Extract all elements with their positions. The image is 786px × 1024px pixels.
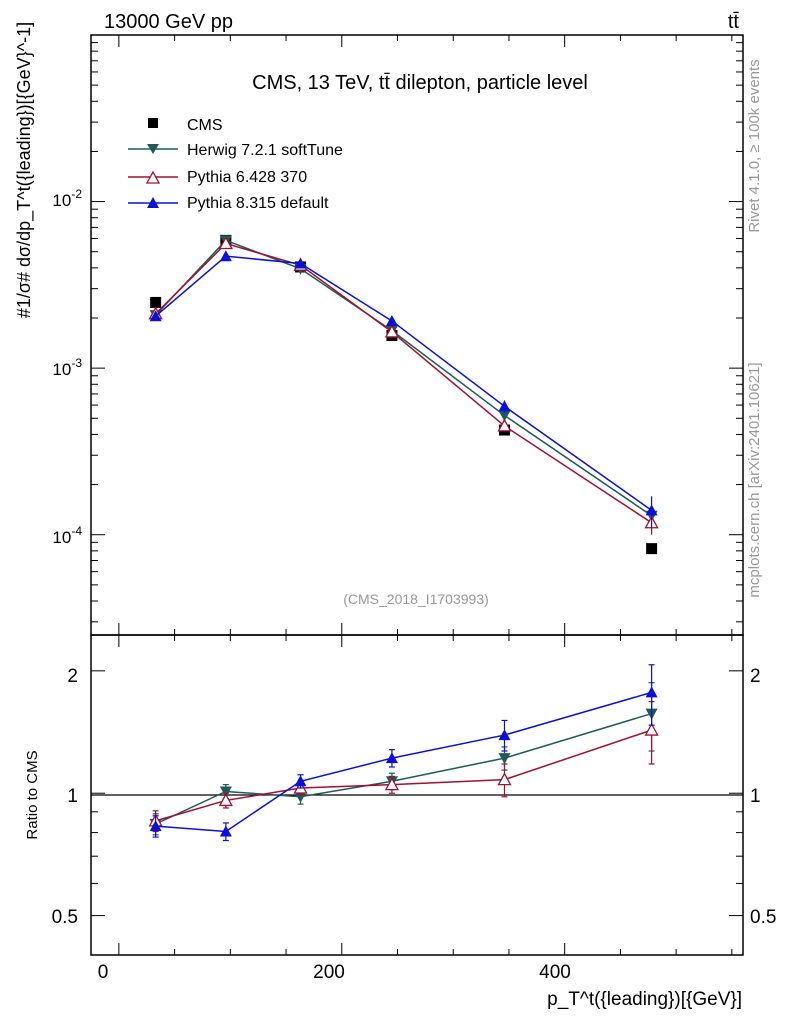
main-title: CMS, 13 TeV, tt̄ dilepton, particle leve… <box>252 72 588 94</box>
ratio-point-pythia8 <box>645 686 658 698</box>
ratio-y-axis-label: Ratio to CMS <box>24 750 41 839</box>
ratio-line-herwig <box>155 712 652 825</box>
ratio-tick-2-right: 2 <box>750 666 761 687</box>
ratio-point-herwig <box>219 786 232 798</box>
main-point-pythia6 <box>218 236 233 250</box>
main-point-herwig <box>498 410 511 422</box>
main-point-pythia8 <box>149 310 162 322</box>
ratio-point-pythia6 <box>384 777 400 791</box>
ratio-point-pythia8 <box>294 775 307 787</box>
main-point-cms <box>646 543 658 555</box>
ratio-point-pythia8 <box>219 825 232 837</box>
legend-marker-cms <box>148 118 158 128</box>
process-label: tt̄ <box>728 11 740 33</box>
ratio-point-pythia8 <box>498 729 511 741</box>
main-data-marks <box>148 234 659 555</box>
ratio-point-pythia6 <box>497 772 512 786</box>
legend-label-herwig: Herwig 7.2.1 softTune <box>187 142 343 159</box>
ratio-tick-1-left: 1 <box>67 786 78 807</box>
x-tick-label-400: 400 <box>539 962 571 983</box>
ratio-point-pythia6 <box>644 722 659 736</box>
main-series-pythia8 <box>149 250 658 528</box>
main-y-ticks <box>91 34 743 623</box>
ratio-tick-2-left: 2 <box>67 666 78 687</box>
main-point-pythia8 <box>498 400 511 412</box>
x-tick-label-200: 200 <box>313 962 345 983</box>
ratio-series-pythia6 <box>148 701 659 833</box>
analysis-id: (CMS_2018_I1703993) <box>343 591 489 607</box>
ratio-data-marks <box>148 664 659 842</box>
ratio-tick-1-right: 1 <box>750 786 761 807</box>
main-point-pythia6 <box>497 418 512 432</box>
main-line-pythia6 <box>155 242 653 524</box>
y-tick-label-1e-2: 10-2 <box>52 187 82 210</box>
legend-label-cms: CMS <box>187 117 223 134</box>
y-tick-label-1e-4: 10-4 <box>52 524 82 547</box>
ratio-series-herwig <box>149 682 658 836</box>
ratio-line-pythia6 <box>155 729 652 822</box>
ratio-tick-05-left: 0.5 <box>52 907 78 928</box>
legend-label-pythia6: Pythia 6.428 370 <box>187 169 307 186</box>
main-point-cms <box>150 296 162 308</box>
ratio-series-pythia8 <box>149 664 658 842</box>
main-series-pythia6 <box>148 236 659 535</box>
main-point-pythia6 <box>384 324 400 338</box>
rivet-label: Rivet 4.1.0, ≥ 100k events <box>746 59 763 232</box>
legend-marker-pythia6 <box>145 170 161 184</box>
main-series-herwig <box>149 235 658 525</box>
main-line-herwig <box>155 239 653 517</box>
ratio-tick-05-right: 0.5 <box>750 907 776 928</box>
x-tick-label-0: 0 <box>98 962 109 983</box>
ratio-x-ticks <box>118 635 733 955</box>
x-axis-label: p_T^t({leading})[{GeV}] <box>547 989 742 1010</box>
main-point-pythia8 <box>385 314 398 326</box>
main-x-ticks <box>118 35 733 635</box>
main-series-cms <box>150 234 658 555</box>
main-y-axis-label: #1/σ# dσ/dp_T^t({leading})[{GeV}^-1] <box>14 22 35 318</box>
legend: CMS Herwig 7.2.1 softTune Pythia 6.428 3… <box>128 117 343 212</box>
ratio-point-pythia8 <box>385 752 398 764</box>
ratio-line-pythia8 <box>155 691 652 833</box>
main-point-pythia8 <box>294 257 307 269</box>
ratio-point-pythia6 <box>218 793 233 807</box>
ratio-y-ticks <box>91 670 743 956</box>
ratio-point-herwig <box>498 753 511 765</box>
mcplots-label: mcplots.cern.ch [arXiv:2401.10621] <box>746 362 763 597</box>
main-line-pythia8 <box>155 255 653 511</box>
legend-marker-herwig <box>147 144 159 154</box>
ratio-point-pythia8 <box>149 820 162 832</box>
main-point-pythia8 <box>645 504 658 516</box>
main-point-pythia8 <box>219 250 232 262</box>
legend-label-pythia8: Pythia 8.315 default <box>187 195 329 212</box>
beam-label: 13000 GeV pp <box>104 11 233 33</box>
y-tick-label-1e-3: 10-3 <box>52 356 82 379</box>
legend-marker-pythia8 <box>147 197 159 208</box>
